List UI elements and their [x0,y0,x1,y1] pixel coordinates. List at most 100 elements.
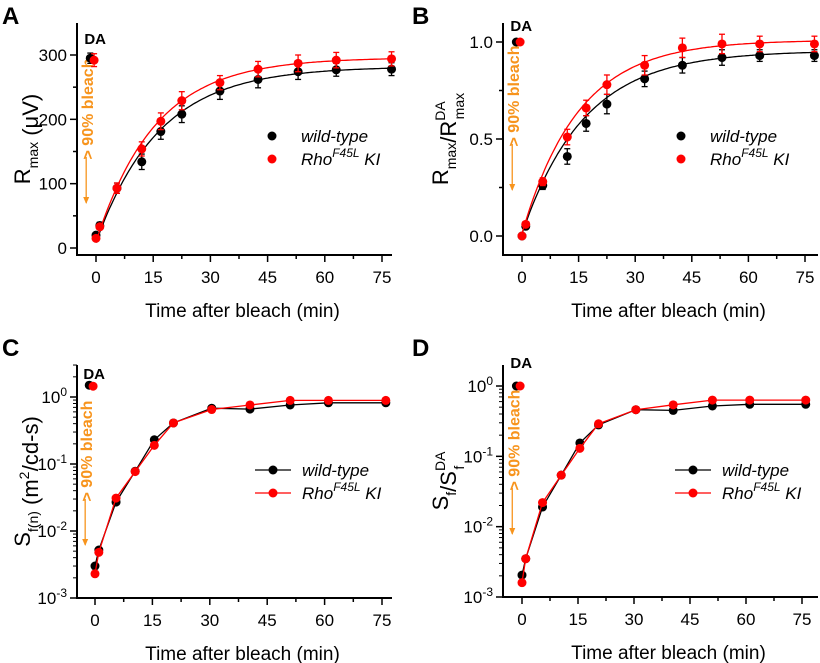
da-label: DA [83,366,105,383]
data-point-ki [177,96,187,106]
y-axis-label: Sf(n) (m2 /cd-s) [10,416,43,547]
legend-label-ki: RhoF45L KI [710,146,790,169]
data-point-ki [90,569,100,579]
legend-label-wt: wild-type [710,127,777,146]
x-tick-label: 0 [90,611,99,630]
data-point-wt [517,570,527,580]
y-label-text: /S [436,471,461,492]
legend-text: Rho [722,484,753,503]
data-point-ki [149,440,159,450]
legend-marker [688,465,698,475]
legend-label-ki: RhoF45L KI [302,480,382,503]
data-point-ki [631,405,641,415]
y-tick-label: 100 [467,374,493,396]
legend-superscript: F45L [333,480,360,494]
data-point-ki [293,58,303,68]
data-point-wt [177,109,187,119]
data-point-ki [809,39,819,49]
data-point-ki [538,177,548,187]
y-label-sup: 2 [16,471,32,479]
y-axis-label: Sf/SDA f [428,451,467,510]
y-axis-label: Rmax (μV) [10,94,43,184]
x-tick-label: 60 [739,268,758,287]
legend-marker [676,154,686,164]
tick-base: 10 [463,588,482,607]
data-point-ki [91,233,101,243]
data-point-ki [594,419,604,429]
data-point-ki [381,395,391,405]
data-point-ki [517,231,527,241]
y-label-text: (μV) [18,94,43,142]
data-point-ki [556,470,566,480]
tick-base: 10 [463,518,482,537]
y-axis-label: Rmax/RDA max [428,93,467,185]
x-tick-label: 60 [737,610,756,629]
bleach-annotation: > 90% bleach [506,390,523,491]
data-point-ki [515,37,525,47]
tick-base: 10 [467,377,486,396]
data-point-ki [515,381,525,391]
data-point-ki [668,400,678,410]
legend-marker [268,465,278,475]
y-label-sup: DA [432,451,448,471]
legend-label-wt: wild-type [722,461,789,480]
y-tick-label: 10-3 [37,586,67,608]
data-point-ki [137,144,147,154]
y-label-sub: max [443,143,459,169]
tick-exponent: -2 [56,519,67,533]
data-point-ki [717,39,727,49]
x-tick-label: 45 [258,611,277,630]
y-tick-label: 0.0 [469,227,493,246]
data-point-wt [809,51,819,61]
y-label-text: S [10,532,35,547]
panel-label: B [412,3,429,30]
x-tick-label: 30 [201,268,220,287]
y-label-text: /cd-s) [18,416,43,471]
tick-exponent: -3 [482,585,493,599]
x-tick-label: 30 [200,611,219,630]
data-point-wt [562,151,572,161]
y-label-sup: DA [432,101,448,121]
y-label-sub: f [451,466,467,470]
data-point-wt [717,53,727,63]
bleach-arrow-head-icon [82,539,89,546]
tick-base: 10 [37,455,56,474]
y-label-text: R [10,168,35,184]
data-point-ki [89,55,99,65]
bleach-annotation: > 90% bleach [79,401,96,502]
data-point-ki [755,39,765,49]
legend-marker [267,131,277,141]
x-axis-label: Time after bleach (min) [571,643,766,663]
y-tick-label: 10-1 [37,452,67,474]
legend-superscript: F45L [332,146,359,160]
data-point-ki [323,395,333,405]
x-tick-label: 15 [569,268,588,287]
x-axis-label: Time after bleach (min) [571,301,766,322]
data-point-wt [215,86,225,96]
y-label-text: (m [18,479,43,511]
y-tick-label: 300 [39,46,67,65]
data-point-ki [745,395,755,405]
data-point-ki [801,395,811,405]
x-tick-label: 60 [315,611,334,630]
y-tick-label: 100 [39,175,67,194]
data-point-ki [130,467,140,477]
legend-marker [676,131,686,141]
panel-label: D [412,335,429,362]
y-tick-label: 10-1 [463,444,493,466]
data-point-wt [581,118,591,128]
data-point-ki [562,132,572,142]
x-tick-label: 0 [91,268,100,287]
data-point-ki [94,547,104,557]
y-label-text: /R [436,121,461,143]
legend-text: Rho [301,150,332,169]
x-tick-label: 0 [517,268,526,287]
data-point-wt [677,60,687,70]
data-point-wt [755,51,765,61]
legend-marker [268,488,278,498]
y-tick-label: 10-2 [37,519,67,541]
data-point-ki [517,578,527,588]
data-point-ki [168,418,178,428]
data-point-ki [521,554,531,564]
